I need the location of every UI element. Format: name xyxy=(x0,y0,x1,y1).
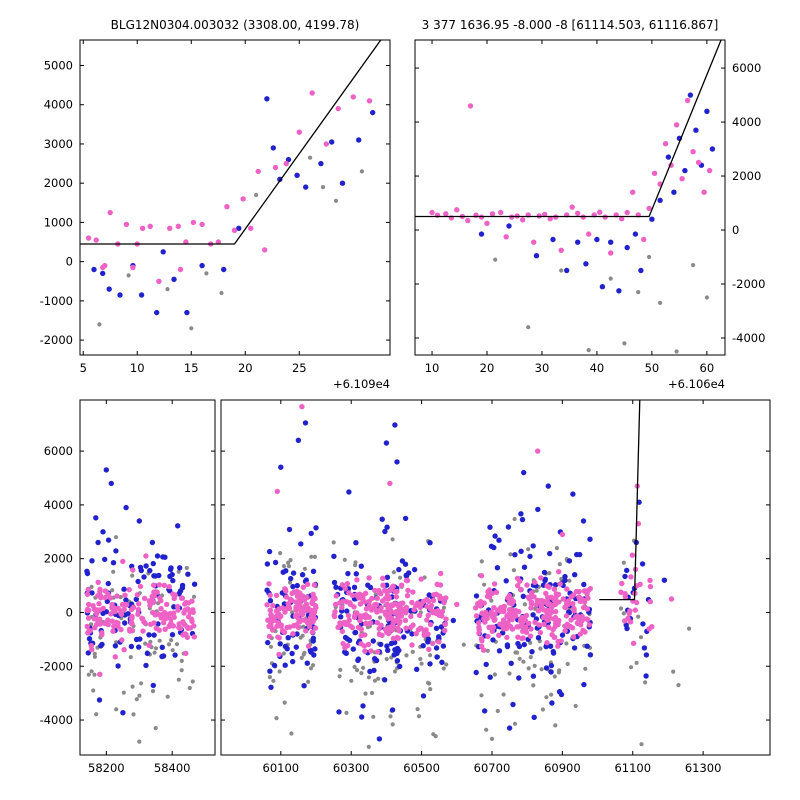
full-light-curve-plot: 58200 58400 -4000 -2000 0 2000 4000 6000 60100 60… xyxy=(40,399,771,775)
y-tick-label: 5000 xyxy=(44,58,73,72)
x-tick-label: 30 xyxy=(535,361,550,375)
top-left-zoom-plot: 5 10 15 20 25 -2000 -1000 0 1000 2000 3000 4000 5000… xyxy=(40,18,391,391)
x-tick-label: 58400 xyxy=(154,761,191,775)
panel-1-points xyxy=(264,404,692,750)
axes-box xyxy=(220,399,771,756)
axes-box xyxy=(79,399,216,756)
x-offset-label: +6.109e4 xyxy=(333,377,390,391)
x-tick-label: 61300 xyxy=(685,761,722,775)
x-tick-label: 25 xyxy=(292,361,307,375)
panel-0-points xyxy=(84,467,198,744)
x-tick-label: 60300 xyxy=(333,761,370,775)
x-tick-label: 60900 xyxy=(544,761,581,775)
model-line xyxy=(80,40,382,245)
pink-series xyxy=(429,97,713,256)
x-tick-label: 60500 xyxy=(403,761,440,775)
y-tick-label: 2000 xyxy=(44,552,73,566)
x-offset-label: +6.106e4 xyxy=(668,377,725,391)
y-tick-label: 2000 xyxy=(732,169,761,183)
x-tick-label: 50 xyxy=(645,361,660,375)
gray-series xyxy=(493,254,710,354)
y-tick-label: -4000 xyxy=(732,331,765,345)
x-tick-label: 15 xyxy=(184,361,199,375)
y-tick-label: -2000 xyxy=(40,333,73,347)
y-tick-label: 3000 xyxy=(44,137,73,151)
y-tick-label: -4000 xyxy=(40,713,73,727)
x-tick-label: 20 xyxy=(238,361,253,375)
top-right-zoom-title: 3 377 1636.95 -8.000 -8 [61114.503, 6111… xyxy=(422,18,719,32)
pink-series xyxy=(85,90,373,284)
y-tick-label: 2000 xyxy=(44,176,73,190)
x-tick-label: 58200 xyxy=(88,761,125,775)
x-tick-label: 61100 xyxy=(614,761,651,775)
x-tick-label: 60700 xyxy=(474,761,511,775)
x-tick-label: 60 xyxy=(700,361,715,375)
model-line xyxy=(415,40,722,218)
gray-series xyxy=(267,516,692,750)
axes-box xyxy=(79,39,391,356)
y-tick-label: 0 xyxy=(66,255,73,269)
gray-series xyxy=(97,155,364,331)
x-tick-label: 60100 xyxy=(263,761,300,775)
y-tick-label: -1000 xyxy=(40,294,73,308)
pink-series xyxy=(84,553,197,677)
y-tick-label: 6000 xyxy=(732,61,761,75)
pink-series xyxy=(264,404,675,658)
x-tick-label: 20 xyxy=(480,361,495,375)
x-tick-label: 10 xyxy=(425,361,440,375)
x-tick-label: 5 xyxy=(80,361,87,375)
top-right-zoom-plot: 10 20 30 40 50 60 -4000 -2000 0 2000 4000 6000 3 377… xyxy=(414,18,765,391)
axes-box xyxy=(414,39,726,356)
blue-series xyxy=(91,96,376,316)
y-tick-label: 0 xyxy=(66,605,73,619)
y-tick-label: 4000 xyxy=(732,115,761,129)
y-tick-label: 6000 xyxy=(44,444,73,458)
x-tick-label: 40 xyxy=(590,361,605,375)
y-tick-label: -2000 xyxy=(40,659,73,673)
y-tick-label: 4000 xyxy=(44,498,73,512)
x-tick-label: 10 xyxy=(130,361,145,375)
y-tick-label: 1000 xyxy=(44,215,73,229)
model-line xyxy=(599,400,641,601)
y-tick-label: -2000 xyxy=(732,277,765,291)
blue-series xyxy=(264,420,668,742)
y-tick-label: 4000 xyxy=(44,98,73,112)
blue-series xyxy=(478,92,716,294)
top-left-zoom-title: BLG12N0304.003032 (3308.00, 4199.78) xyxy=(111,18,360,32)
y-tick-label: 0 xyxy=(732,223,739,237)
